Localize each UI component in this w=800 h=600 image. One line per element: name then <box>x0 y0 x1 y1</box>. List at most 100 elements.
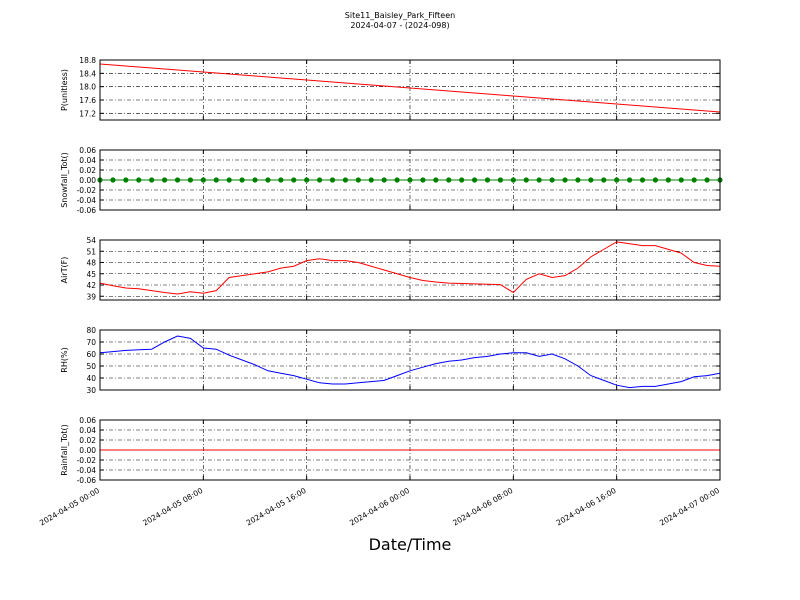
data-point <box>394 177 400 183</box>
y-tick-label: 70 <box>86 338 96 347</box>
data-line <box>99 63 721 113</box>
data-point <box>291 177 297 183</box>
data-line <box>99 335 721 389</box>
data-point <box>575 177 581 183</box>
data-point <box>355 177 361 183</box>
data-point <box>278 177 284 183</box>
data-point <box>316 177 323 183</box>
y-tick-label: 0.04 <box>79 426 96 435</box>
x-tick-label: 2024-04-07 00:00 <box>658 486 721 528</box>
data-point <box>536 177 542 183</box>
data-point <box>213 177 219 183</box>
y-tick-label: -0.04 <box>77 196 97 205</box>
data-point <box>523 177 529 183</box>
data-point <box>639 177 646 183</box>
data-point <box>678 177 684 183</box>
x-tick-label: 2024-04-05 00:00 <box>38 486 101 528</box>
y-tick-label: 80 <box>86 326 96 335</box>
data-point <box>265 177 271 183</box>
y-tick-label: 18.0 <box>79 83 96 92</box>
y-tick-label: 51 <box>86 247 96 256</box>
y-tick-label: 17.2 <box>79 109 96 118</box>
y-tick-label: -0.06 <box>77 206 97 215</box>
data-point <box>614 177 620 183</box>
data-point <box>704 177 710 183</box>
data-point <box>446 177 452 183</box>
data-point <box>110 177 116 183</box>
data-point <box>174 177 181 183</box>
data-point <box>510 177 516 183</box>
data-point <box>304 177 310 183</box>
x-tick-label: 2024-04-06 16:00 <box>555 486 618 528</box>
data-point <box>123 177 129 183</box>
data-point <box>484 177 491 183</box>
data-point <box>200 177 206 183</box>
data-point <box>381 177 387 183</box>
y-tick-label: 18.8 <box>79 56 96 65</box>
data-point <box>471 177 478 183</box>
data-point <box>368 177 374 183</box>
x-tick-label: 2024-04-05 16:00 <box>245 486 308 528</box>
y-axis-label: Rainfall_Tot() <box>60 424 69 476</box>
data-point <box>549 177 555 183</box>
y-tick-label: 0.06 <box>79 416 96 425</box>
plot-frame <box>99 149 721 211</box>
data-point <box>149 177 155 183</box>
y-tick-label: -0.02 <box>77 186 97 195</box>
data-point <box>420 177 426 183</box>
y-tick-label: 0.02 <box>79 436 96 445</box>
data-point <box>407 177 413 183</box>
y-tick-label: 40 <box>86 374 96 383</box>
y-tick-label: 30 <box>86 386 96 395</box>
data-point <box>433 177 439 183</box>
y-tick-label: 17.6 <box>79 96 96 105</box>
y-axis-label: Snowfall_Tot() <box>60 152 69 208</box>
figure-subtitle: 2024-04-07 - (2024-098) <box>350 21 449 30</box>
plot-frame <box>99 329 721 391</box>
x-tick-label: 2024-04-06 00:00 <box>348 486 411 528</box>
y-tick-label: 50 <box>86 362 96 371</box>
y-tick-label: 60 <box>86 350 96 359</box>
x-tick-label: 2024-04-05 08:00 <box>141 486 204 528</box>
data-point <box>665 177 671 183</box>
y-tick-label: 0.00 <box>79 176 96 185</box>
y-tick-label: 48 <box>86 259 96 268</box>
data-point <box>626 177 633 183</box>
y-tick-label: -0.04 <box>77 466 97 475</box>
data-point <box>252 177 258 183</box>
data-point <box>239 177 245 183</box>
x-axis-label: Date/Time <box>369 535 452 554</box>
y-tick-label: 18.4 <box>79 69 96 78</box>
data-point <box>459 177 465 183</box>
plot-frame <box>99 239 721 301</box>
plot-frame <box>99 419 721 481</box>
data-point <box>562 177 568 183</box>
data-point <box>652 177 659 183</box>
y-tick-label: 42 <box>86 281 96 290</box>
y-tick-label: 0.06 <box>79 146 96 155</box>
y-axis-label: P(unitless) <box>60 69 69 111</box>
x-tick-label: 2024-04-06 08:00 <box>451 486 514 528</box>
y-tick-label: 0.00 <box>79 446 96 455</box>
data-point <box>342 177 349 183</box>
y-tick-label: 0.02 <box>79 166 96 175</box>
data-point <box>601 177 607 183</box>
data-line <box>99 241 721 295</box>
data-point <box>588 177 594 183</box>
y-tick-label: -0.06 <box>77 476 97 485</box>
data-point <box>136 177 142 183</box>
y-tick-label: 39 <box>86 292 96 301</box>
data-point <box>329 177 336 183</box>
y-tick-label: 54 <box>86 236 96 245</box>
figure-title: Site11_Baisley_Park_Fifteen <box>345 11 455 20</box>
data-point <box>187 177 194 183</box>
y-axis-label: AirT(F) <box>60 257 69 284</box>
y-tick-label: -0.02 <box>77 456 97 465</box>
y-axis-label: RH(%) <box>60 347 69 372</box>
data-point <box>691 177 697 183</box>
y-tick-label: 45 <box>86 270 96 279</box>
y-tick-label: 0.04 <box>79 156 96 165</box>
data-point <box>161 177 168 183</box>
data-point <box>497 177 504 183</box>
